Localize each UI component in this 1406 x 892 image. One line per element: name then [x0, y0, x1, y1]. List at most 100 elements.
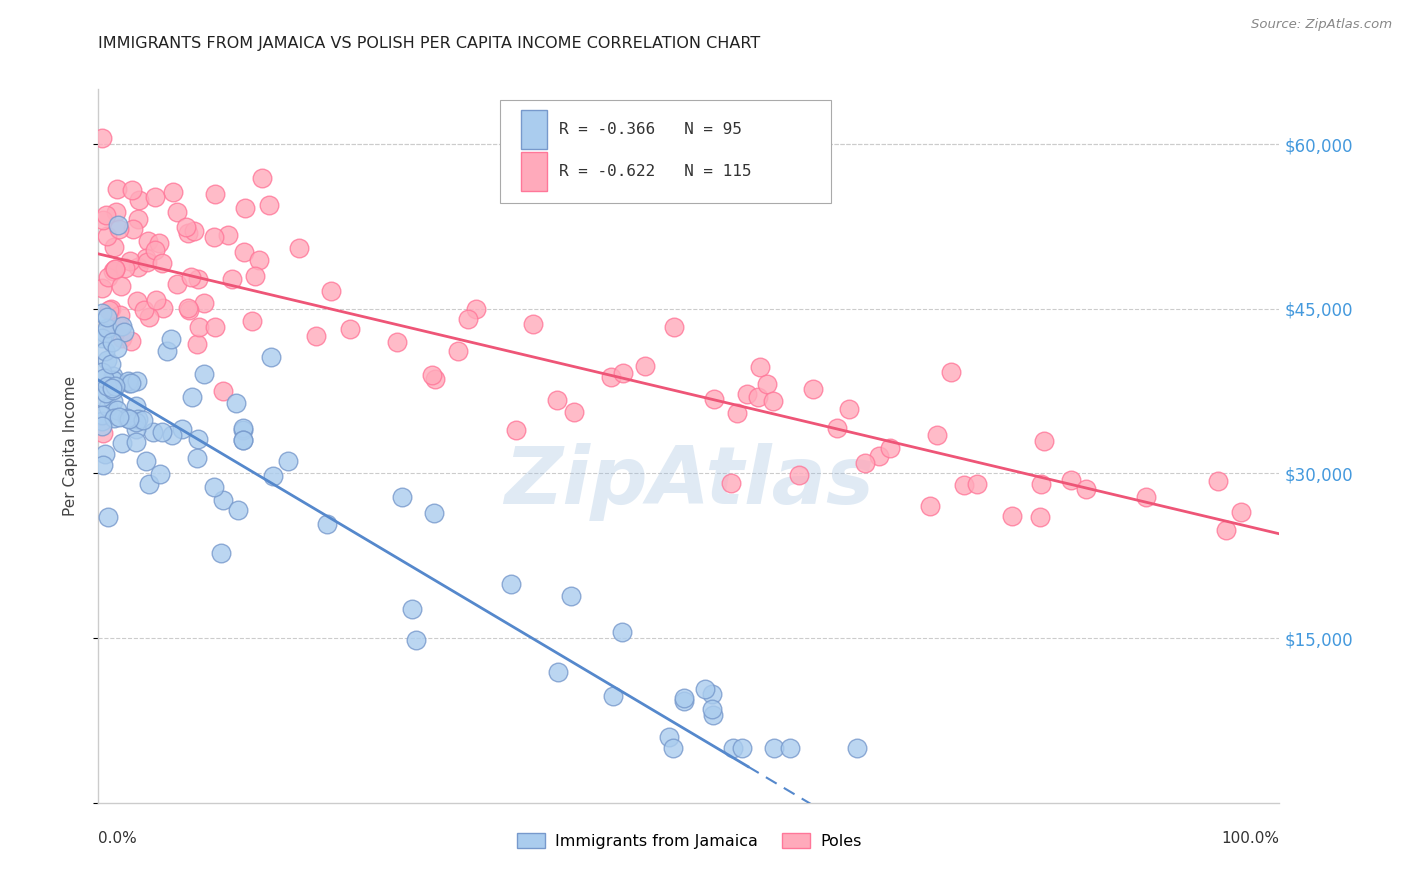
- Point: [118, 412, 141, 426]
- Point: [703, 392, 725, 406]
- Bar: [501, 100, 831, 203]
- Point: [600, 369, 623, 384]
- Point: [217, 228, 239, 243]
- Point: [756, 376, 779, 391]
- Text: 0.0%: 0.0%: [98, 831, 138, 847]
- Point: [100, 357, 122, 371]
- Point: [108, 222, 131, 236]
- Point: [232, 423, 254, 437]
- Point: [721, 740, 744, 755]
- Point: [91, 458, 114, 473]
- Point: [104, 262, 127, 277]
- Point: [149, 467, 172, 481]
- Point: [145, 293, 167, 307]
- Point: [111, 436, 134, 450]
- Point: [1029, 509, 1052, 524]
- Point: [221, 272, 243, 286]
- Point: [180, 390, 202, 404]
- Point: [232, 421, 254, 435]
- Point: [564, 404, 586, 418]
- Point: [132, 412, 155, 426]
- Point: [546, 392, 568, 407]
- Point: [138, 477, 160, 491]
- Point: [202, 480, 225, 494]
- Point: [939, 365, 962, 379]
- Legend: Immigrants from Jamaica, Poles: Immigrants from Jamaica, Poles: [510, 827, 868, 855]
- Point: [202, 229, 225, 244]
- Point: [260, 351, 283, 365]
- Point: [612, 366, 634, 380]
- Point: [166, 277, 188, 292]
- Point: [232, 245, 254, 260]
- Point: [762, 394, 785, 409]
- Point: [803, 382, 825, 396]
- Point: [125, 399, 148, 413]
- Point: [105, 182, 128, 196]
- Point: [110, 320, 132, 334]
- Point: [634, 359, 657, 374]
- Point: [104, 261, 127, 276]
- Point: [91, 408, 114, 422]
- Point: [110, 279, 132, 293]
- Point: [148, 235, 170, 250]
- Point: [100, 335, 122, 350]
- Point: [91, 130, 114, 145]
- Point: [700, 687, 723, 701]
- Point: [93, 371, 115, 385]
- Point: [505, 423, 527, 437]
- Point: [693, 682, 716, 697]
- Point: [117, 374, 139, 388]
- Point: [925, 427, 948, 442]
- Point: [966, 477, 988, 491]
- Point: [94, 386, 117, 401]
- Point: [120, 254, 142, 268]
- Point: [96, 229, 118, 244]
- Point: [136, 254, 159, 268]
- Point: [120, 376, 142, 390]
- Point: [108, 308, 131, 322]
- Point: [825, 421, 848, 435]
- Point: [105, 204, 128, 219]
- Point: [114, 261, 136, 276]
- Point: [100, 302, 122, 317]
- Text: 100.0%: 100.0%: [1222, 831, 1279, 847]
- Point: [920, 499, 942, 513]
- Point: [499, 576, 522, 591]
- Point: [94, 208, 117, 222]
- Point: [664, 319, 686, 334]
- Point: [250, 170, 273, 185]
- Point: [111, 331, 134, 345]
- Y-axis label: Per Capita Income: Per Capita Income: [63, 376, 77, 516]
- Point: [96, 353, 118, 368]
- Point: [747, 390, 769, 404]
- Point: [111, 319, 134, 334]
- Point: [162, 427, 184, 442]
- Point: [547, 665, 569, 679]
- Point: [240, 314, 263, 328]
- Point: [187, 432, 209, 446]
- Point: [879, 441, 901, 455]
- Point: [193, 368, 215, 382]
- Point: [94, 326, 117, 340]
- Point: [150, 425, 173, 440]
- Text: R = -0.622   N = 115: R = -0.622 N = 115: [560, 164, 752, 178]
- Point: [91, 306, 114, 320]
- Point: [105, 402, 128, 417]
- Point: [105, 341, 128, 355]
- Point: [96, 321, 118, 335]
- Point: [183, 224, 205, 238]
- Point: [177, 301, 200, 315]
- Point: [247, 252, 270, 267]
- Point: [107, 218, 129, 232]
- Point: [211, 492, 233, 507]
- Point: [127, 260, 149, 274]
- Text: ZipAtlas: ZipAtlas: [503, 442, 875, 521]
- Point: [560, 589, 582, 603]
- Point: [1215, 523, 1237, 537]
- Point: [243, 268, 266, 283]
- Point: [103, 369, 125, 384]
- Point: [97, 270, 120, 285]
- Point: [662, 740, 685, 755]
- Point: [97, 400, 120, 414]
- Point: [610, 624, 633, 639]
